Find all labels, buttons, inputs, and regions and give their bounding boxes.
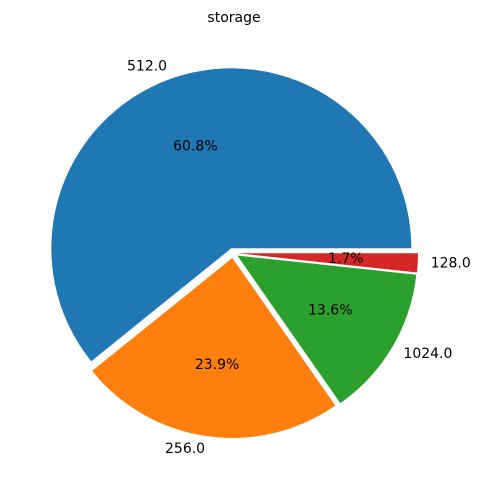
pie-labels: 512.0 60.8% 256.0 23.9% 1024.0 13.6% 128.0 1.7% [127, 58, 471, 457]
pie-slice-1024.0 [237, 255, 417, 404]
pie-slice-256.0 [92, 257, 336, 438]
pie-slice-512.0 [51, 68, 412, 362]
pie-slices [51, 68, 418, 438]
chart-title: storage [207, 10, 260, 26]
percent-label-256.0: 23.9% [195, 357, 239, 373]
slice-label-128.0: 128.0 [431, 256, 471, 272]
percent-label-512.0: 60.8% [173, 138, 217, 154]
pie-slice-128.0 [237, 253, 418, 273]
slice-label-256.0: 256.0 [165, 441, 205, 457]
percent-label-1024.0: 13.6% [308, 303, 352, 319]
percent-label-128.0: 1.7% [328, 251, 364, 267]
slice-label-512.0: 512.0 [127, 58, 167, 74]
slice-label-1024.0: 1024.0 [403, 346, 452, 362]
